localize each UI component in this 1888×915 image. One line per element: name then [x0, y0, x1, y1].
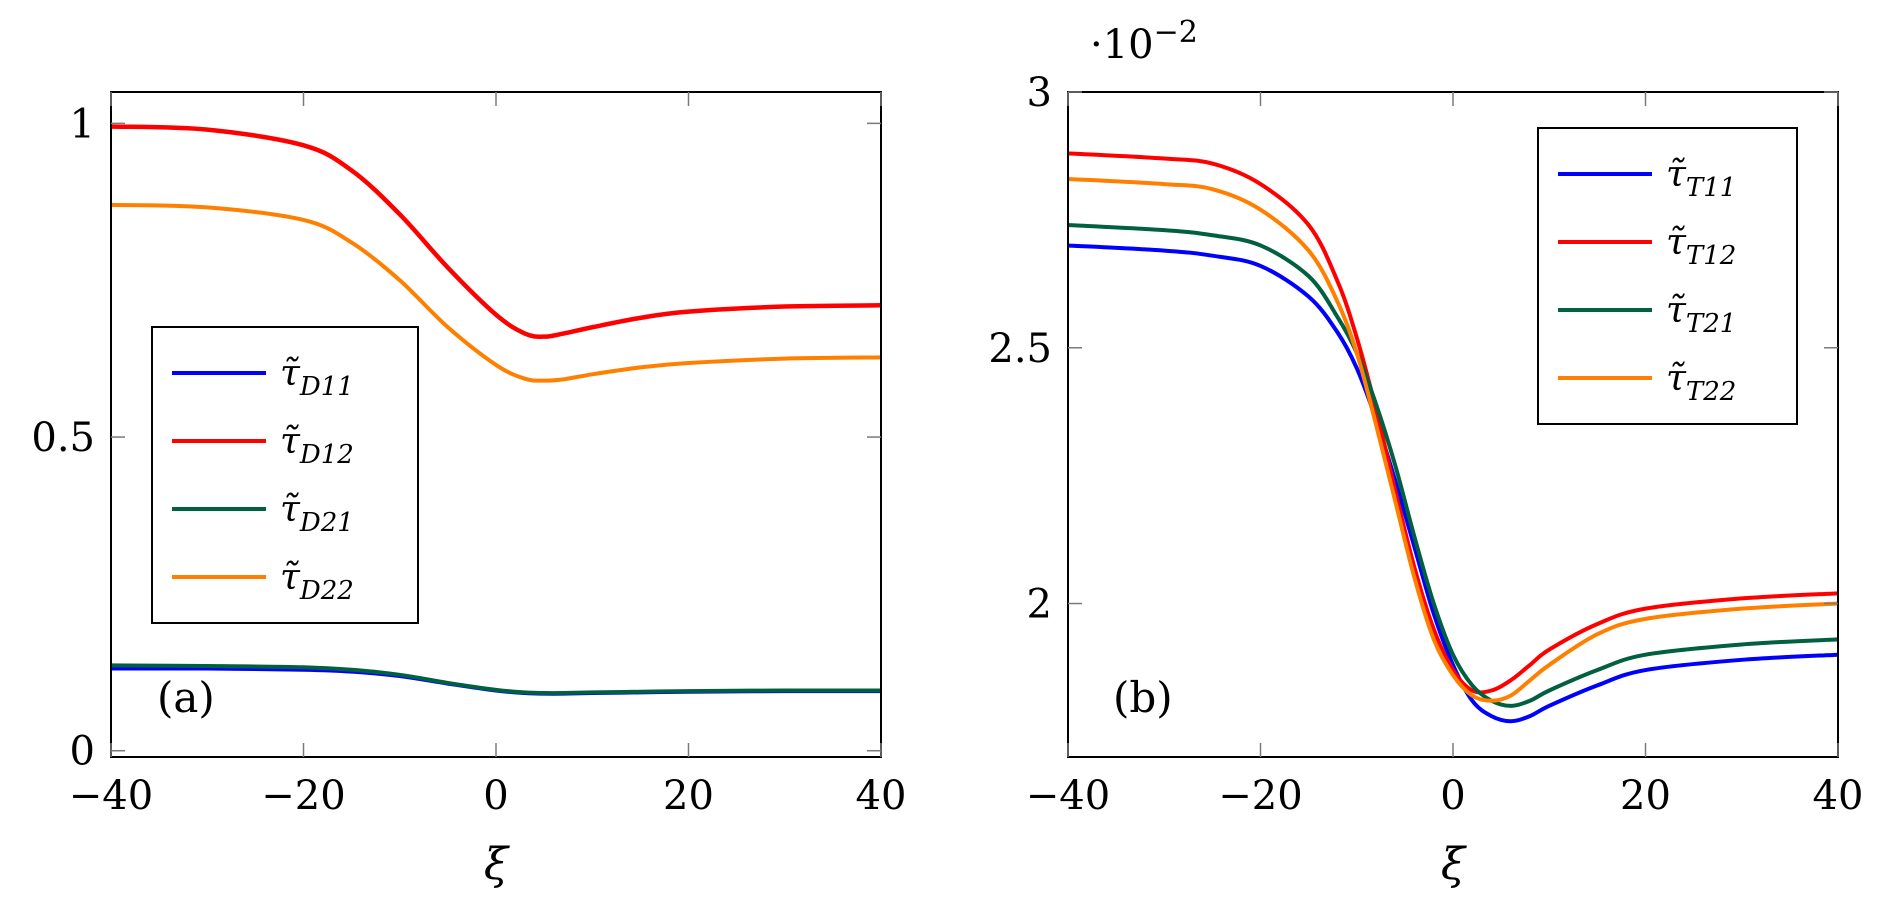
- series-line-t22: [1068, 176, 1838, 703]
- y-tick-label: 0: [70, 729, 95, 775]
- x-tick-label: −20: [261, 773, 345, 819]
- y-tick-label: 1: [70, 101, 95, 147]
- x-tick-label: 0: [1440, 773, 1465, 819]
- series-line-t12: [1068, 151, 1838, 695]
- y-tick-label: 2.5: [988, 326, 1052, 372]
- x-axis-title: ξ: [1441, 839, 1468, 890]
- x-tick-label: 40: [856, 773, 907, 819]
- legend-entry-t11: τ̃T11: [1666, 154, 1736, 203]
- panel-label: (b): [1113, 673, 1173, 722]
- series-line-t21: [1068, 223, 1838, 708]
- x-tick-label: −40: [1026, 773, 1110, 819]
- y-tick-label: 0.5: [31, 415, 95, 461]
- series-line-t11: [1068, 243, 1838, 724]
- legend-box: [1537, 127, 1798, 425]
- y-tick-label: 2: [1027, 582, 1052, 628]
- x-tick-label: 20: [1620, 773, 1671, 819]
- y-tick-label: 3: [1027, 70, 1052, 116]
- x-axis-title: ξ: [484, 839, 511, 890]
- x-tick-label: 40: [1813, 773, 1864, 819]
- panel-label: (a): [157, 673, 215, 722]
- x-tick-label: 0: [483, 773, 508, 819]
- x-tick-label: 20: [663, 773, 714, 819]
- series-line-d21: [111, 663, 881, 696]
- legend-box: [151, 326, 419, 624]
- series-line-d12: [111, 124, 881, 339]
- series-line-d22: [111, 202, 881, 383]
- panel-b: −40 −20 0 20 40 2 2.5 3 ξ (b) ·10−2 τ̃T11τ̃T12τ̃T21…: [988, 15, 1863, 890]
- x-tick-label: −20: [1218, 773, 1302, 819]
- y-scale-label: ·10−2: [1090, 15, 1198, 68]
- x-tick-label: −40: [69, 773, 153, 819]
